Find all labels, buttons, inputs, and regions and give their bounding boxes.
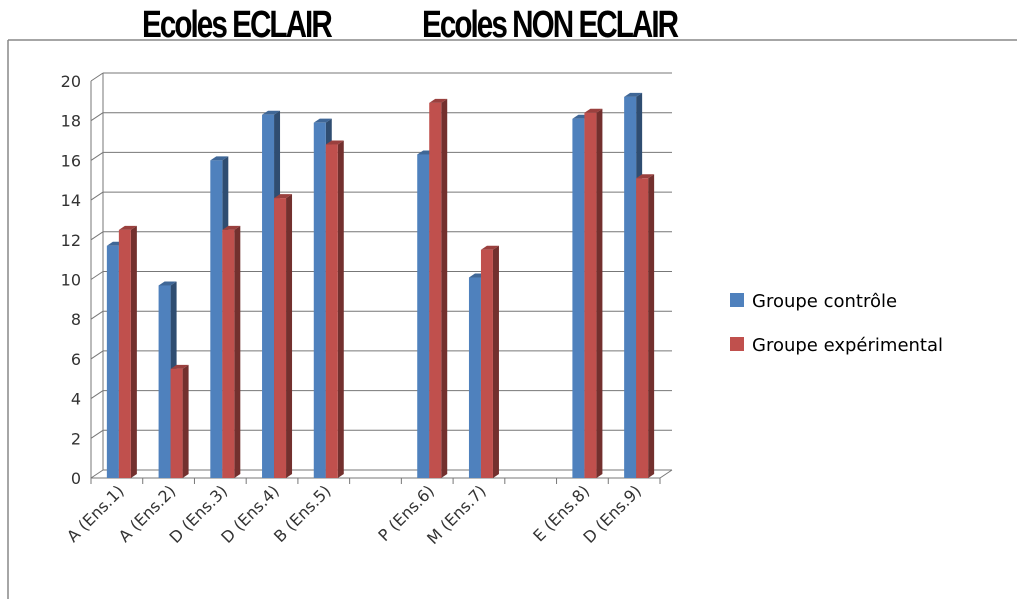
gridline-depth — [90, 231, 104, 241]
group-title-non-eclair: Ecoles NON ECLAIR — [422, 4, 679, 46]
bar-front-face — [262, 114, 275, 479]
bar-front-face — [118, 229, 131, 478]
legend-swatch — [730, 293, 744, 307]
floor-edge — [659, 469, 673, 479]
bar-experimental — [222, 225, 241, 478]
y-tick-label: 14 — [61, 191, 81, 210]
gridline-depth — [90, 72, 104, 82]
bar-experimental — [584, 108, 603, 478]
bar-experimental — [170, 364, 189, 478]
bar-front-face — [429, 102, 442, 479]
bar-top-face — [274, 194, 293, 199]
gridline-depth — [90, 271, 104, 280]
bar-front-face — [584, 112, 597, 478]
legend-swatch — [730, 337, 744, 351]
x-tick-label: B (Ens.5) — [270, 481, 335, 546]
bar-experimental — [636, 174, 655, 478]
bar-front-face — [222, 229, 235, 478]
bar-top-face — [170, 364, 189, 369]
bar-front-face — [624, 96, 637, 478]
bar-front-face — [210, 160, 223, 478]
bar-side-face — [234, 225, 241, 478]
bar-experimental — [325, 140, 344, 478]
y-tick-label: 16 — [61, 151, 81, 170]
bar-experimental — [480, 245, 499, 478]
bar-top-face — [480, 245, 499, 250]
bar-front-face — [170, 368, 183, 478]
bar-top-face — [636, 174, 655, 179]
legend-label: Groupe expérimental — [752, 335, 943, 356]
gridline-depth — [90, 390, 104, 400]
group-title-eclair: Ecoles ECLAIR — [142, 4, 333, 46]
bar-side-face — [130, 225, 137, 478]
y-tick-label: 8 — [71, 310, 81, 329]
bar-side-face — [286, 194, 293, 479]
bar-side-face — [596, 108, 603, 478]
bar-top-face — [584, 108, 603, 113]
gridline-depth — [90, 151, 104, 161]
bar-top-face — [118, 225, 137, 230]
gridline-depth — [90, 429, 104, 439]
bar-top-face — [210, 156, 229, 161]
y-tick-label: 6 — [71, 350, 81, 369]
bar-front-face — [480, 249, 493, 478]
bar-side-face — [492, 245, 499, 478]
bar-top-face — [325, 140, 344, 145]
bar-front-face — [158, 285, 171, 478]
bar-top-face — [624, 92, 643, 97]
gridline-depth — [90, 469, 104, 479]
bar-front-face — [106, 245, 119, 478]
y-tick-label: 4 — [71, 390, 81, 409]
y-tick-label: 18 — [61, 112, 81, 131]
y-tick-label: 12 — [61, 231, 81, 250]
y-tick-label: 20 — [61, 72, 81, 91]
bar-top-face — [222, 225, 241, 230]
bar-front-face — [572, 118, 585, 478]
bar-side-face — [337, 140, 344, 478]
legend-label: Groupe contrôle — [752, 291, 897, 312]
gridline-depth — [90, 191, 104, 201]
gridline-depth — [90, 350, 104, 360]
bar-top-face — [262, 110, 281, 115]
gridline-depth — [90, 112, 104, 122]
bar-top-face — [158, 281, 177, 286]
bar-experimental — [274, 194, 293, 479]
bar-front-face — [468, 277, 481, 478]
bar-front-face — [636, 178, 649, 478]
bar-experimental — [429, 98, 448, 479]
bar-side-face — [182, 364, 189, 478]
y-tick-label: 2 — [71, 429, 81, 448]
bar-front-face — [325, 144, 338, 478]
y-tick-label: 0 — [71, 469, 81, 488]
bar-side-face — [648, 174, 655, 478]
bar-front-face — [417, 154, 430, 478]
bar-top-face — [313, 118, 332, 123]
gridline-depth — [90, 310, 104, 320]
bar-top-face — [429, 98, 448, 103]
y-tick-label: 10 — [61, 271, 81, 290]
bar-experimental — [118, 225, 137, 478]
bar-front-face — [313, 122, 326, 478]
bar-side-face — [441, 98, 448, 479]
bar-front-face — [274, 198, 287, 479]
